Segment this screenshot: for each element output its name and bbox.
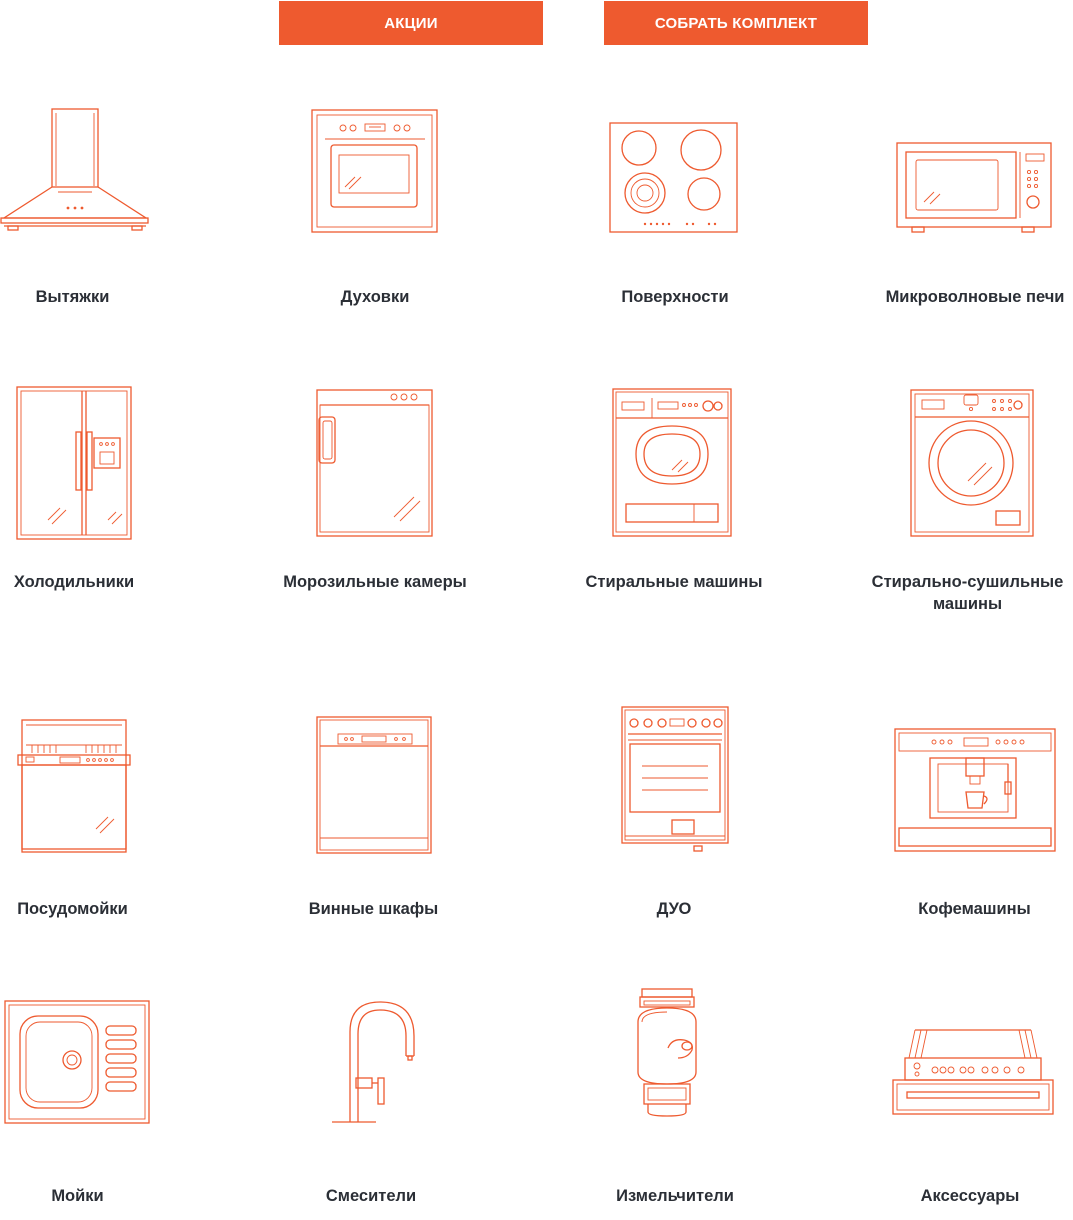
category-label: Микроволновые печи: [885, 288, 1065, 306]
category-faucets[interactable]: Смесители: [300, 980, 442, 1220]
washer-dryer-icon: [910, 389, 1036, 539]
category-label: Измельчители: [616, 1187, 734, 1205]
category-microwaves[interactable]: Микроволновые печи: [877, 90, 1073, 330]
category-label: ДУО: [656, 900, 692, 918]
category-label: Вытяжки: [35, 288, 110, 306]
category-freezers[interactable]: Морозильные камеры: [270, 380, 480, 620]
wine-cabinet-icon: [316, 716, 434, 856]
category-wine-cabinets[interactable]: Винные шкафы: [300, 700, 447, 940]
washing-machine-icon: [612, 388, 734, 538]
accessories-icon: [891, 1026, 1055, 1126]
category-label: Поверхности: [621, 288, 729, 306]
category-label: Стиральные машины: [585, 573, 763, 591]
category-label: Кофемашины: [918, 900, 1031, 918]
duo-cooker-icon: [620, 706, 730, 854]
refrigerator-icon: [16, 386, 134, 542]
food-waste-disposer-icon: [628, 988, 720, 1124]
coffee-machine-icon: [894, 728, 1058, 854]
category-refrigerators[interactable]: Холодильники: [0, 380, 148, 620]
category-range-hoods[interactable]: Вытяжки: [0, 90, 149, 330]
category-duo[interactable]: ДУО: [600, 700, 748, 940]
category-disposers[interactable]: Измельчители: [600, 980, 750, 1220]
category-coffee-machines[interactable]: Кофемашины: [892, 700, 1057, 940]
category-cooktops[interactable]: Поверхности: [600, 90, 750, 330]
oven-icon: [311, 109, 439, 235]
category-washing-machines[interactable]: Стиральные машины: [574, 380, 774, 620]
faucet-icon: [328, 1000, 422, 1126]
freezer-icon: [316, 389, 434, 539]
category-label: Стирально-сушильные машины: [871, 573, 1064, 613]
category-label: Мойки: [51, 1187, 104, 1205]
category-ovens[interactable]: Духовки: [300, 90, 450, 330]
category-washer-dryers[interactable]: Стирально-сушильные машины: [862, 380, 1073, 640]
cooktop-icon: [609, 122, 739, 234]
category-label: Смесители: [325, 1187, 417, 1205]
promo-button[interactable]: АКЦИИ: [279, 1, 543, 45]
dishwasher-icon: [16, 719, 132, 855]
build-set-button[interactable]: СОБРАТЬ КОМПЛЕКТ: [604, 1, 868, 45]
category-accessories[interactable]: Аксессуары: [880, 980, 1060, 1220]
category-label: Духовки: [340, 288, 410, 306]
range-hood-icon: [0, 108, 150, 238]
category-label: Аксессуары: [920, 1187, 1020, 1205]
microwave-icon: [896, 142, 1054, 236]
category-label: Морозильные камеры: [283, 573, 467, 591]
category-label: Холодильники: [13, 573, 135, 591]
category-dishwashers[interactable]: Посудомойки: [0, 700, 145, 940]
sink-icon: [4, 1000, 152, 1126]
category-label: Посудомойки: [17, 900, 128, 918]
category-label: Винные шкафы: [308, 900, 439, 918]
category-sinks[interactable]: Мойки: [0, 980, 155, 1220]
